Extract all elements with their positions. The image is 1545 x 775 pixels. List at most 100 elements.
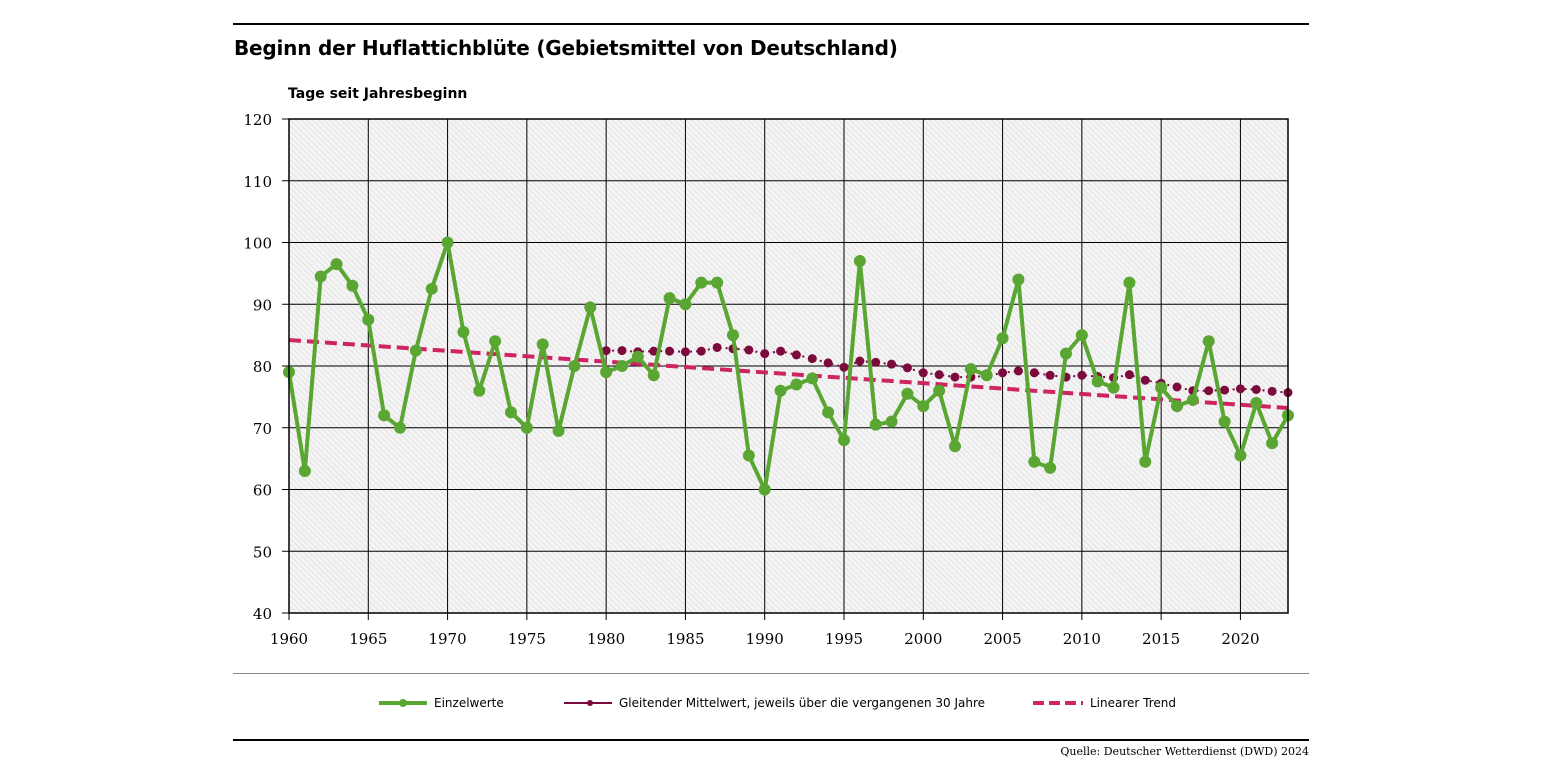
einzelwerte-point [409, 344, 422, 357]
einzelwerte-point [473, 384, 486, 397]
mittel-point [855, 356, 865, 366]
einzelwerte-point [853, 255, 866, 268]
mittel-point [1204, 386, 1214, 396]
einzelwerte-point [394, 421, 406, 434]
mittel-point [696, 346, 706, 356]
einzelwerte-point [774, 384, 787, 397]
mittel-point [712, 342, 722, 352]
einzelwerte-point [1250, 397, 1263, 410]
einzelwerte-point [1060, 347, 1072, 360]
mittel-point [871, 357, 881, 367]
einzelwerte-point [616, 360, 628, 372]
legend-item-linearer-trend: Linearer Trend [1032, 692, 1176, 714]
einzelwerte-point [695, 276, 708, 289]
y-tick-label: 50 [253, 543, 272, 561]
y-tick-label: 100 [243, 235, 272, 253]
einzelwerte-point [441, 236, 454, 249]
einzelwerte-point [314, 270, 327, 283]
x-tick-label: 2010 [1063, 630, 1101, 648]
einzelwerte-point [806, 372, 819, 385]
y-tick-label: 80 [253, 358, 272, 376]
einzelwerte-point [1091, 375, 1104, 388]
einzelwerte-point [647, 369, 660, 382]
einzelwerte-point [552, 424, 565, 437]
x-tick-label: 1975 [508, 630, 546, 648]
einzelwerte-point [980, 369, 993, 382]
einzelwerte-point [838, 434, 850, 447]
einzelwerte-point [1107, 381, 1120, 394]
mittel-point [950, 372, 960, 382]
legend-swatch-einzelwerte [379, 699, 427, 707]
einzelwerte-point [885, 415, 898, 428]
einzelwerte-point [1155, 381, 1168, 394]
einzelwerte-point [1028, 455, 1041, 468]
mittel-point [998, 368, 1008, 378]
mittel-point [1267, 386, 1277, 396]
einzelwerte-point [1012, 273, 1025, 286]
einzelwerte-point [742, 449, 755, 462]
mittel-point [839, 362, 849, 372]
einzelwerte-point [869, 418, 882, 431]
x-tick-label: 1970 [428, 630, 466, 648]
einzelwerte-point [489, 335, 502, 348]
einzelwerte-point [378, 409, 391, 422]
x-tick-label: 1995 [825, 630, 863, 648]
x-tick-label: 2015 [1142, 630, 1180, 648]
mittel-point [887, 359, 897, 369]
plot-frame [288, 118, 1289, 614]
legend-divider [233, 673, 1309, 674]
legend-label-gleitender-mittelwert: Gleitender Mittelwert, jeweils über die … [619, 696, 986, 710]
einzelwerte-point [457, 326, 470, 339]
x-tick-label: 1960 [270, 630, 308, 648]
einzelwerte-point [1266, 437, 1279, 450]
y-tick-label: 70 [253, 420, 272, 438]
mittel-point [1029, 368, 1039, 378]
chart-title: Beginn der Huflattichblüte (Gebietsmitte… [234, 36, 898, 60]
x-tick-label: 1990 [746, 630, 784, 648]
mittel-point [617, 346, 627, 356]
x-tick-label: 1985 [666, 630, 704, 648]
mittel-point [1077, 370, 1087, 380]
y-tick-label: 120 [243, 111, 272, 129]
x-tick-label: 1965 [349, 630, 387, 648]
einzelwerte-point [996, 332, 1009, 345]
einzelwerte-point [901, 387, 914, 400]
mittel-point [1045, 370, 1055, 380]
einzelwerte-point [679, 298, 692, 311]
mittel-point [791, 350, 801, 360]
mittel-point [680, 347, 690, 357]
legend-label-linearer-trend: Linearer Trend [1090, 696, 1177, 710]
einzelwerte-point [1202, 335, 1215, 348]
y-axis-label: Tage seit Jahresbeginn [288, 86, 468, 102]
mittel-point [1220, 385, 1230, 395]
top-rule [233, 23, 1309, 25]
einzelwerte-point [425, 282, 438, 295]
mittel-point [1140, 375, 1150, 385]
series-gleitender-mittelwert [601, 342, 1293, 398]
einzelwerte-point [298, 464, 311, 477]
x-tick-label: 2005 [983, 630, 1021, 648]
legend-item-einzelwerte: Einzelwerte [378, 692, 504, 714]
einzelwerte-point [1044, 461, 1057, 474]
mittel-point [744, 345, 754, 355]
y-tick-label: 60 [253, 482, 272, 500]
y-tick-label: 90 [253, 296, 272, 314]
einzelwerte-point [1171, 400, 1183, 413]
legend-item-gleitender-mittelwert: Gleitender Mittelwert, jeweils über die … [563, 692, 985, 714]
mittel-point [902, 363, 912, 373]
einzelwerte-point [362, 313, 375, 326]
mittel-point [665, 346, 675, 356]
series-einzelwerte [283, 236, 1294, 496]
einzelwerte-point [505, 406, 517, 419]
einzelwerte-line [287, 240, 1290, 492]
legend-swatch-linearer-trend [1033, 701, 1083, 705]
einzelwerte-point [600, 366, 613, 379]
einzelwerte-point [663, 292, 676, 305]
einzelwerte-point [568, 360, 581, 372]
x-tick-label: 2020 [1221, 630, 1259, 648]
einzelwerte-point [790, 378, 803, 391]
series-linearer-trend [288, 338, 1289, 410]
einzelwerte-point [1218, 415, 1231, 428]
einzelwerte-point [1075, 329, 1088, 342]
